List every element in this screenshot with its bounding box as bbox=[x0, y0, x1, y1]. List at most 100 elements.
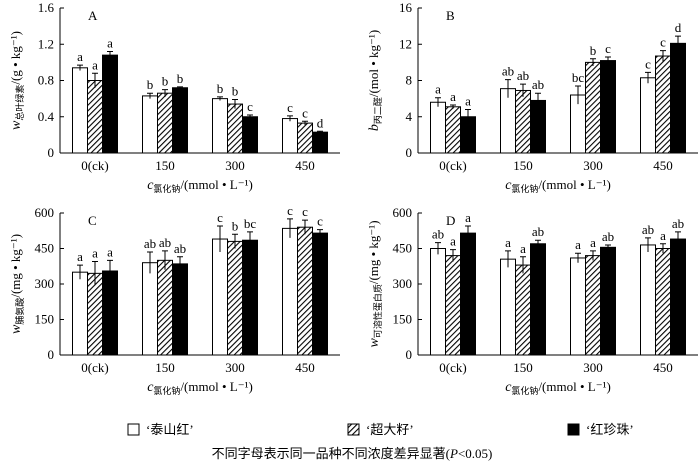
x-label-var: c bbox=[147, 178, 154, 193]
significance-letter: c bbox=[217, 210, 223, 225]
significance-letter: c bbox=[302, 204, 308, 219]
error-bar bbox=[217, 96, 223, 101]
x-tick-label: 0(ck) bbox=[439, 360, 466, 375]
y-tick-label: 0 bbox=[48, 347, 55, 362]
significance-letter: ab bbox=[672, 216, 684, 231]
bar bbox=[515, 89, 531, 154]
significance-letter: a bbox=[77, 249, 83, 264]
y-tick-label: 16 bbox=[399, 0, 413, 15]
y-tick-label: 0.8 bbox=[38, 73, 54, 88]
error-bar bbox=[660, 243, 666, 254]
x-tick-label: 450 bbox=[653, 360, 673, 375]
y-tick-label: 150 bbox=[393, 312, 413, 327]
error-bar bbox=[287, 115, 293, 122]
bar bbox=[430, 248, 446, 356]
error-bar bbox=[217, 225, 223, 253]
bar bbox=[430, 101, 446, 154]
significance-letter: a bbox=[465, 94, 471, 109]
error-bar bbox=[505, 79, 511, 98]
bar bbox=[600, 246, 616, 356]
significance-letter: a bbox=[92, 57, 98, 72]
significance-letter: ab bbox=[532, 224, 544, 239]
error-bar bbox=[645, 71, 651, 84]
x-tick-label: 300 bbox=[583, 158, 603, 173]
error-bar bbox=[317, 130, 323, 134]
x-label-var: c bbox=[147, 380, 154, 395]
significance-letter: a bbox=[465, 210, 471, 225]
bar bbox=[312, 232, 328, 356]
bar bbox=[640, 244, 656, 356]
error-bar bbox=[435, 97, 441, 107]
bar bbox=[445, 255, 461, 356]
bar bbox=[297, 122, 313, 154]
bar bbox=[670, 238, 686, 356]
bar bbox=[312, 131, 328, 154]
error-bar bbox=[232, 99, 238, 109]
y-tick-label: 12 bbox=[399, 36, 412, 51]
bar bbox=[460, 232, 476, 356]
panel-label: C bbox=[88, 213, 97, 228]
bar bbox=[227, 240, 243, 356]
legend-label: ‘超大籽’ bbox=[366, 422, 414, 437]
error-bar bbox=[520, 256, 526, 274]
x-tick-label: 450 bbox=[653, 158, 673, 173]
error-bar bbox=[435, 242, 441, 255]
error-bar bbox=[247, 231, 253, 249]
bar bbox=[670, 42, 686, 154]
significance-letter: c bbox=[302, 105, 308, 120]
x-axis-label: c氯化钠/(mmol • L⁻¹) bbox=[147, 177, 253, 194]
error-bar bbox=[177, 86, 183, 89]
bar bbox=[142, 262, 158, 356]
x-axis-label: c氯化钠/(mmol • L⁻¹) bbox=[505, 177, 611, 194]
footnote: 不同字母表示同一品种不同浓度差异显著(P<0.05) bbox=[212, 446, 493, 461]
x-tick-label: 0(ck) bbox=[81, 360, 108, 375]
y-tick-label: 4 bbox=[406, 109, 413, 124]
significance-letter: c bbox=[317, 214, 323, 229]
x-tick-label: 0(ck) bbox=[81, 158, 108, 173]
significance-letter: a bbox=[660, 228, 666, 243]
y-axis-label: w可溶性蛋白质/(mg • kg⁻¹) bbox=[366, 220, 383, 347]
significance-letter: a bbox=[107, 36, 113, 51]
bar bbox=[600, 60, 616, 154]
y-axis-label: w总叶绿素/(g • kg⁻¹) bbox=[8, 31, 25, 130]
significance-letter: a bbox=[450, 234, 456, 249]
error-bar bbox=[92, 261, 98, 286]
x-label-var: c bbox=[505, 380, 512, 395]
x-label-unit: /(mmol • L⁻¹) bbox=[180, 379, 252, 394]
panel-label: A bbox=[88, 8, 98, 23]
x-label-sub: 氯化钠 bbox=[153, 385, 180, 396]
significance-letter: ab bbox=[502, 64, 514, 79]
error-bar bbox=[605, 244, 611, 250]
significance-letter: a bbox=[107, 244, 113, 259]
error-bar bbox=[92, 72, 98, 88]
y-tick-label: 450 bbox=[393, 241, 413, 256]
bar bbox=[172, 87, 188, 154]
error-bar bbox=[465, 109, 471, 124]
error-bar bbox=[520, 83, 526, 97]
bar bbox=[157, 92, 173, 154]
significance-letter: d bbox=[317, 115, 324, 130]
x-axis-label: c氯化钠/(mmol • L⁻¹) bbox=[147, 379, 253, 396]
x-tick-label: 150 bbox=[513, 158, 533, 173]
bar bbox=[212, 98, 228, 154]
error-bar bbox=[232, 233, 238, 249]
significance-letter: ab bbox=[517, 68, 529, 83]
y-label-var: w bbox=[9, 120, 24, 130]
error-bar bbox=[645, 237, 651, 253]
error-bar bbox=[247, 114, 253, 119]
x-tick-label: 300 bbox=[225, 360, 245, 375]
significance-letter: ab bbox=[432, 227, 444, 242]
legend-swatch bbox=[127, 423, 140, 436]
error-bar bbox=[287, 218, 293, 238]
significance-letter: a bbox=[575, 237, 581, 252]
bar bbox=[212, 238, 228, 356]
x-label-unit: /(mmol • L⁻¹) bbox=[180, 177, 252, 192]
panel-label: B bbox=[446, 8, 455, 23]
significance-letter: ab bbox=[642, 222, 654, 237]
significance-letter: a bbox=[590, 235, 596, 250]
bar bbox=[282, 118, 298, 154]
significance-letter: b bbox=[147, 77, 154, 92]
error-bar bbox=[535, 239, 541, 248]
y-tick-label: 8 bbox=[406, 73, 413, 88]
